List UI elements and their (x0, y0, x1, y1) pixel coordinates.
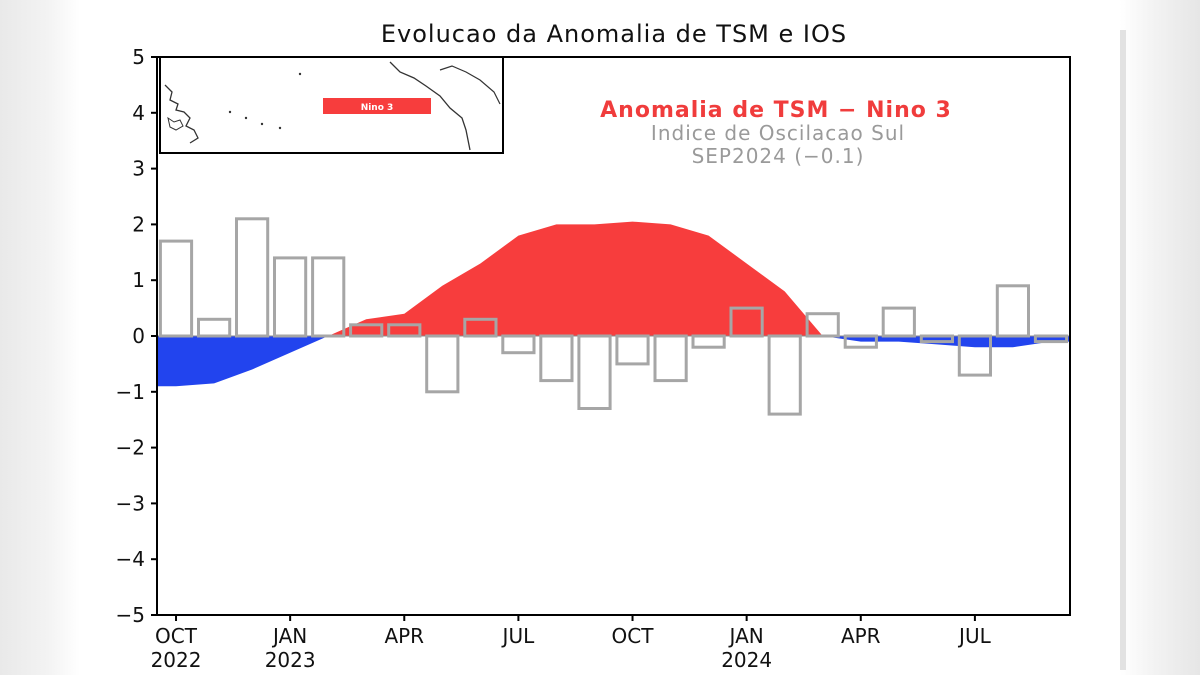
x-tick-label-year: 2022 (151, 648, 202, 672)
soi-bar (387, 323, 422, 338)
y-tick-label: 3 (132, 157, 145, 181)
sst-anomaly-area (158, 221, 1069, 387)
blurred-background-left (0, 0, 80, 675)
soi-bar (615, 334, 650, 366)
y-tick-label: −5 (116, 603, 145, 627)
y-tick-label: 1 (132, 268, 145, 292)
sst-anomaly-positive-area (158, 221, 1069, 336)
inset-island-outline (167, 116, 184, 131)
soi-bar (653, 334, 688, 383)
x-tick-label-month: APR (841, 624, 881, 648)
x-tick-label-month: JAN (271, 624, 307, 648)
y-tick-label: 2 (132, 212, 145, 236)
soi-bar (197, 317, 232, 338)
inset-map: Nino 3 (159, 56, 504, 154)
inset-island-dot (278, 126, 282, 130)
x-tick-label-month: JUL (501, 624, 536, 648)
x-tick-label-month: OCT (155, 624, 198, 648)
soi-bar (957, 334, 992, 377)
x-tick-label-month: APR (384, 624, 424, 648)
inset-island-dot (260, 122, 264, 126)
legend-soi-label: Indice de Oscilacao Sul (651, 121, 905, 145)
soi-bar (349, 323, 384, 338)
soi-bar (767, 334, 802, 416)
x-tick-label-year: 2024 (721, 648, 772, 672)
legend-latest-value: SEP2024 (−0.1) (692, 144, 865, 168)
y-tick-label: −2 (116, 436, 145, 460)
inset-nino3-region (323, 98, 431, 114)
legend-sst-label: Anomalia de TSM − Nino 3 (600, 98, 952, 123)
soi-bar (995, 284, 1030, 338)
y-tick-label: 5 (132, 45, 145, 69)
inset-landmass-americas-outline (389, 61, 471, 151)
blurred-background-right (1120, 0, 1200, 675)
soi-bars (158, 217, 1069, 416)
legend: Anomalia de TSM − Nino 3 Indice de Oscil… (600, 98, 952, 168)
inset-island-dot (244, 116, 248, 120)
soi-bar (805, 312, 840, 338)
soi-bar (881, 306, 916, 338)
y-tick-label: −1 (116, 380, 145, 404)
soi-bar (158, 239, 194, 338)
soi-bar (843, 334, 878, 349)
soi-bar (539, 334, 574, 383)
inset-island-dot (298, 72, 302, 76)
x-tick-label-year: 2023 (265, 648, 316, 672)
y-tick-label: 0 (132, 324, 145, 348)
soi-bar (1033, 334, 1069, 344)
soi-bar (425, 334, 460, 394)
chart-title: Evolucao da Anomalia de TSM e IOS (381, 20, 847, 48)
soi-bar (691, 334, 726, 349)
soi-bar (729, 306, 764, 338)
sst-anomaly-negative-area (158, 336, 1069, 387)
soi-bar (577, 334, 612, 410)
y-axis: 5 4 3 2 1 0 −1 −2 −3 −4 −5 (116, 45, 157, 627)
soi-bar (919, 334, 954, 344)
x-tick-label-month: JUL (957, 624, 992, 648)
soi-bar (463, 317, 498, 338)
inset-landmass-australia-outline (164, 84, 199, 144)
y-tick-label: −4 (116, 547, 145, 571)
soi-bar (501, 334, 536, 355)
soi-bar (311, 256, 346, 338)
x-tick-label-month: JAN (728, 624, 764, 648)
inset-nino3-label: Nino 3 (361, 103, 394, 113)
y-tick-label: 4 (132, 101, 145, 125)
y-tick-label: −3 (116, 491, 145, 515)
soi-bar (235, 217, 270, 338)
inset-island-dot (228, 110, 232, 114)
soi-bar (273, 256, 308, 338)
x-tick-label-month: OCT (612, 624, 655, 648)
inset-coastline (439, 65, 501, 105)
